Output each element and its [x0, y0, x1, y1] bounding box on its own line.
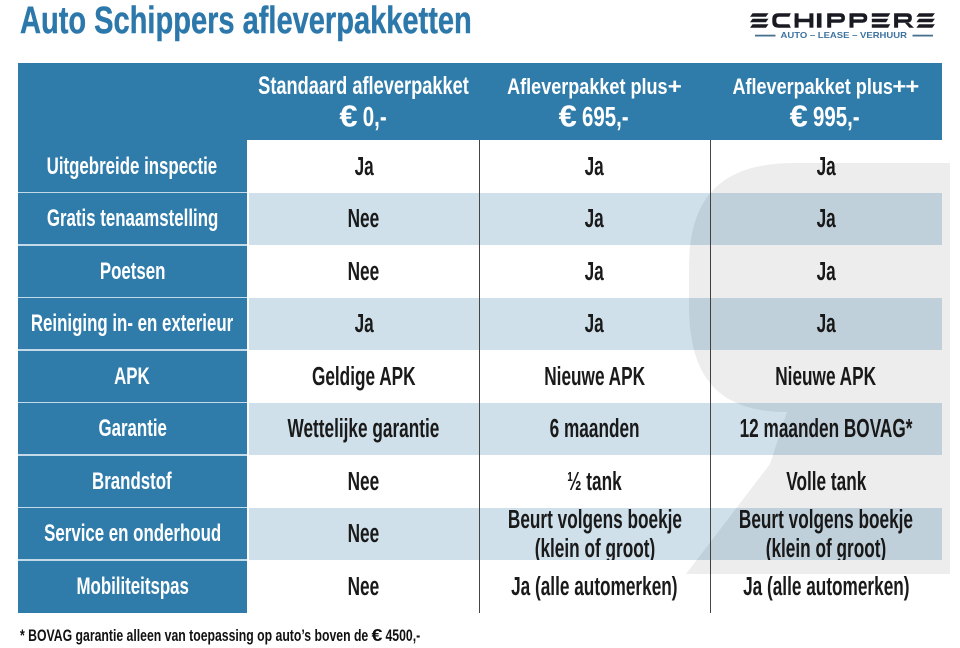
svg-text:AUTO – LEASE – VERHUUR: AUTO – LEASE – VERHUUR [781, 30, 908, 40]
